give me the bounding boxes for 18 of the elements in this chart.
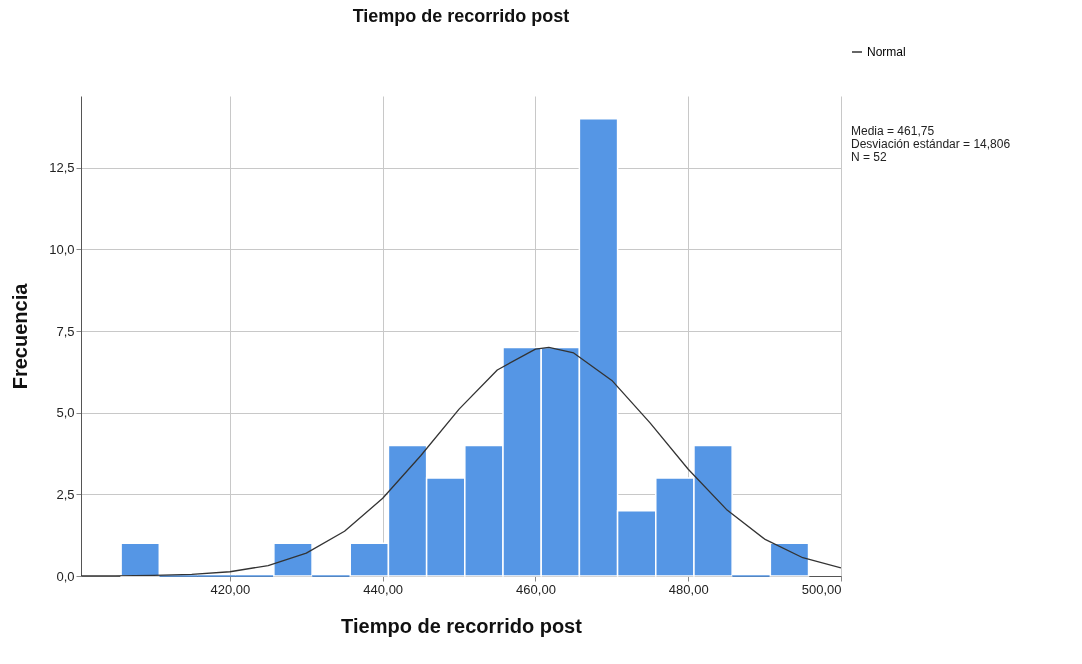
y-tick-label: 0,0 <box>56 568 75 584</box>
y-tick-label: 7,5 <box>56 323 75 339</box>
y-tick-label: 5,0 <box>56 405 75 421</box>
x-tick-label: 460,00 <box>516 581 556 597</box>
chart-title: Tiempo de recorrido post <box>352 6 570 26</box>
text: N = 52 <box>851 150 888 164</box>
y-tick-label: 12,5 <box>49 160 75 176</box>
y-tick-label: 10,0 <box>49 241 75 257</box>
x-tick-label: 420,00 <box>210 581 251 597</box>
y-axis-title: Frecuencia <box>9 282 32 390</box>
text: Desviación estándar = 14,806 <box>851 137 1011 151</box>
text: Media = 461,75 <box>851 124 935 138</box>
y-tick-label: 2,5 <box>56 486 75 502</box>
legend-label: Normal <box>867 45 906 59</box>
x-axis-title: Tiempo de recorrido post <box>341 614 583 637</box>
x-tick-label: 440,00 <box>363 581 404 597</box>
x-tick-label: 500,00 <box>801 581 842 597</box>
x-tick-label: 480,00 <box>668 581 709 597</box>
